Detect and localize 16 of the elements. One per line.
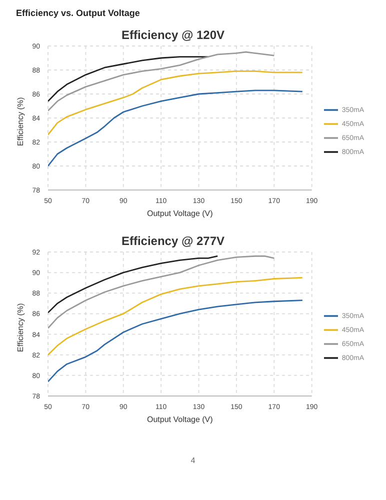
- x-axis-title: Output Voltage (V): [146, 209, 214, 218]
- line-series: [48, 56, 209, 102]
- chart-title: Efficiency @ 120V: [120, 28, 226, 42]
- text: Efficiency vs. Output Voltage: [16, 8, 141, 18]
- line-series: [48, 51, 275, 112]
- line-series: [48, 255, 275, 329]
- line-series: [48, 70, 304, 136]
- y-axis-title: Efficiency (%): [16, 302, 25, 352]
- line-series: [48, 255, 218, 314]
- chart-title: Efficiency @ 277V: [120, 234, 226, 248]
- x-axis-title: Output Voltage (V): [146, 415, 214, 424]
- text: 4: [190, 456, 196, 465]
- line-series: [48, 277, 304, 356]
- line-series: [48, 90, 304, 167]
- y-axis-title: Efficiency (%): [16, 96, 25, 146]
- line-series: [48, 300, 304, 382]
